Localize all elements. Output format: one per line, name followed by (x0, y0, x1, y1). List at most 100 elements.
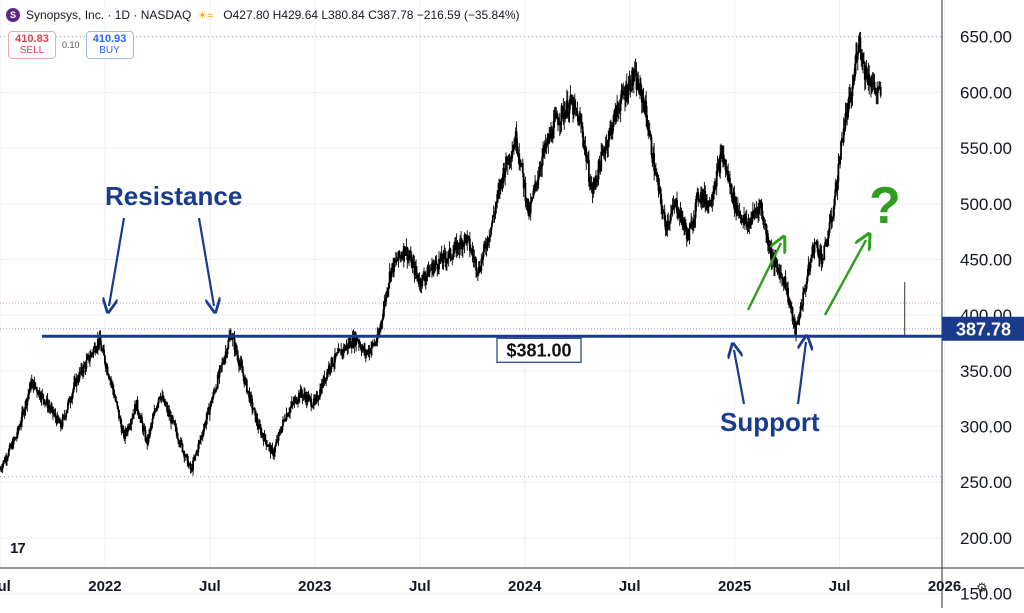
bounce-arrow-2 (823, 240, 866, 316)
candle-body (95, 350, 97, 353)
candle-body (567, 113, 570, 117)
candle-body (760, 208, 763, 211)
candle-body (379, 328, 381, 332)
candle-body (490, 227, 492, 235)
candle-body (149, 426, 152, 430)
candle-body (868, 74, 871, 85)
candle-body (2, 460, 5, 465)
y-tick-label: 550.00 (960, 139, 1012, 158)
candle-body (810, 258, 812, 262)
candle-body (582, 137, 585, 147)
candle-body (282, 419, 284, 426)
candle-body (483, 244, 485, 253)
candle-body (163, 398, 166, 406)
candle-body (265, 440, 268, 446)
candle-body (386, 289, 389, 295)
candle-body (805, 281, 808, 289)
market-status-icon[interactable]: ☀≈ (197, 9, 214, 22)
candle-body (484, 245, 487, 249)
y-tick-label: 450.00 (960, 250, 1012, 269)
candle-body (193, 459, 195, 461)
tradingview-logo-icon[interactable]: 17 (10, 540, 26, 557)
settings-gear-icon[interactable]: ⚙ (976, 580, 988, 595)
candle-body (141, 416, 143, 424)
candle-body (494, 207, 497, 215)
candle-body (726, 170, 729, 172)
candle-body (73, 382, 75, 390)
x-tick-label: 2024 (508, 578, 542, 595)
resistance-arrow-right (197, 217, 214, 306)
candle-body (221, 362, 224, 366)
candle-body (91, 353, 94, 355)
candle-body (21, 411, 23, 422)
last-price-tag (942, 316, 1024, 341)
candle-body (745, 217, 748, 227)
y-tick-label: 250.00 (960, 473, 1012, 492)
candle-body (617, 107, 620, 111)
candle-body (206, 411, 209, 420)
candle-body (423, 274, 425, 279)
candle-body (254, 410, 257, 422)
candle-body (566, 100, 569, 117)
y-axis: 150.00200.00250.00300.00350.00400.00450.… (941, 0, 1012, 608)
candle-body (189, 463, 192, 470)
candle-body (380, 320, 383, 323)
y-tick-label: 500.00 (960, 195, 1012, 214)
candle-body (156, 406, 158, 411)
candle-body (136, 399, 139, 412)
candle-body (524, 182, 527, 202)
symbol-title[interactable]: Synopsys, Inc. · 1D · NASDAQ (26, 8, 192, 22)
candle-body (35, 387, 38, 389)
candle-body (165, 405, 168, 407)
candle-body (767, 244, 770, 248)
candle-body (446, 258, 449, 260)
candle-body (111, 383, 114, 390)
candle-body (581, 126, 584, 138)
candle-body (593, 179, 596, 188)
candle-body (795, 324, 797, 335)
candle-body (63, 415, 66, 417)
candle-body (228, 337, 231, 341)
candle-body (539, 169, 542, 171)
candle-body (592, 187, 595, 194)
candle-body (574, 107, 577, 109)
candle-body (576, 113, 579, 116)
candle-body (171, 416, 174, 421)
candle-body (791, 307, 794, 322)
candle-body (260, 427, 262, 436)
candle-body (754, 210, 757, 214)
candle-body (268, 445, 271, 446)
candle-body (796, 320, 799, 325)
candle-body (536, 179, 539, 186)
candle-body (277, 432, 280, 441)
candle-body (697, 191, 700, 201)
candle-body (802, 292, 805, 307)
candle-body (765, 223, 767, 235)
candle-body (714, 184, 716, 191)
candle-body (212, 392, 215, 398)
candle-body (181, 443, 184, 452)
candle-body (632, 70, 634, 82)
candle-body (111, 381, 113, 384)
candle-body (99, 336, 102, 346)
y-tick-label: 200.00 (960, 529, 1012, 548)
candle-body (356, 336, 358, 341)
candle-body (300, 388, 303, 395)
candle-body (466, 236, 469, 243)
candle-body (245, 378, 247, 380)
candle-body (65, 413, 68, 418)
candle-body (223, 362, 225, 364)
candle-body (30, 380, 33, 388)
buy-price: 410.93 (92, 33, 127, 45)
candle-body (554, 116, 557, 118)
candle-body (373, 342, 376, 346)
x-axis: Jul 2022 Jul 2023 Jul 2024 Jul 2025 Jul 2026 (0, 567, 1024, 595)
resistance-arrow-left (109, 217, 126, 306)
candle-body (438, 258, 440, 270)
buy-button[interactable]: 410.93 BUY (85, 31, 134, 59)
candle-body (131, 417, 134, 421)
candle-body (588, 181, 591, 187)
candle-body (862, 53, 864, 64)
sell-button[interactable]: 410.83 SELL (8, 31, 56, 59)
